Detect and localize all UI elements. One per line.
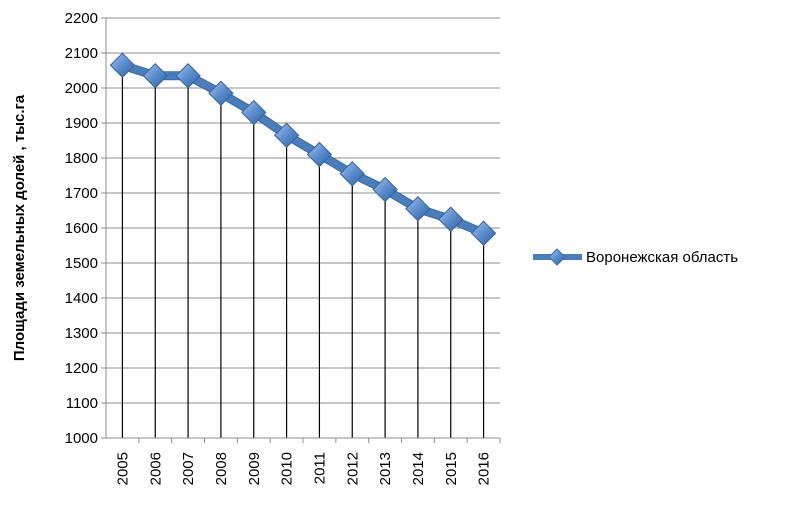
legend: Воронежская область [533,248,738,266]
x-tick-label-2015: 2015 [443,452,460,485]
x-tick-labels: 2005 2006 2007 2008 2009 2010 2011 2012 2013 2014… [114,438,501,485]
y-tick-label: 1400 [65,290,98,307]
y-tick-label: 1000 [65,430,98,447]
y-axis-title: Площади земельных долей , тыс.га [11,94,28,361]
y-tick-label: 1100 [66,395,98,412]
y-tick-label: 1200 [65,360,98,377]
y-tick-label: 1900 [65,115,98,132]
y-tick-label: 2200 [65,10,98,27]
y-tick-label: 1600 [65,220,98,237]
x-tick-label-2006: 2006 [147,452,164,485]
x-tick-label-2012: 2012 [344,452,361,485]
data-point-2008 [208,80,234,106]
y-tick-labels: 1000 1100 1200 1300 1400 1500 1600 1700 1800 1900… [65,10,98,447]
legend-entry-label: Воронежская область [586,249,738,266]
data-point-2010 [273,122,300,148]
y-tick-label: 1700 [65,185,98,202]
y-tick-label: 2100 [65,45,98,62]
series-group [109,52,497,246]
x-tick-label-2009: 2009 [246,452,263,485]
y-tick-label: 1500 [65,255,98,272]
drop-lines [121,65,485,438]
x-tick-label-2011: 2011 [311,452,328,484]
gridlines [101,17,500,439]
x-tick-label-2007: 2007 [180,452,197,485]
data-point-2006 [142,63,168,89]
x-tick-label-2008: 2008 [213,452,230,485]
x-tick-label-2013: 2013 [377,452,394,485]
data-point-2005 [109,52,136,78]
data-point-2007 [175,63,201,89]
y-tick-label: 1800 [65,150,98,167]
data-point-2013 [372,176,398,203]
legend-marker-diamond-icon [548,248,566,266]
x-tick-label-2016: 2016 [476,452,493,485]
y-tick-label: 1300 [65,325,98,342]
data-point-2009 [241,99,267,126]
data-point-2012 [339,161,365,187]
data-point-2011 [306,141,333,168]
x-tick-label-2005: 2005 [114,452,131,485]
data-point-2015 [438,206,464,232]
x-tick-label-2010: 2010 [279,452,296,485]
y-tick-label: 2000 [65,80,98,97]
x-tick-label-2014: 2014 [410,452,427,485]
data-point-2014 [405,196,431,222]
data-point-2016 [470,220,497,246]
